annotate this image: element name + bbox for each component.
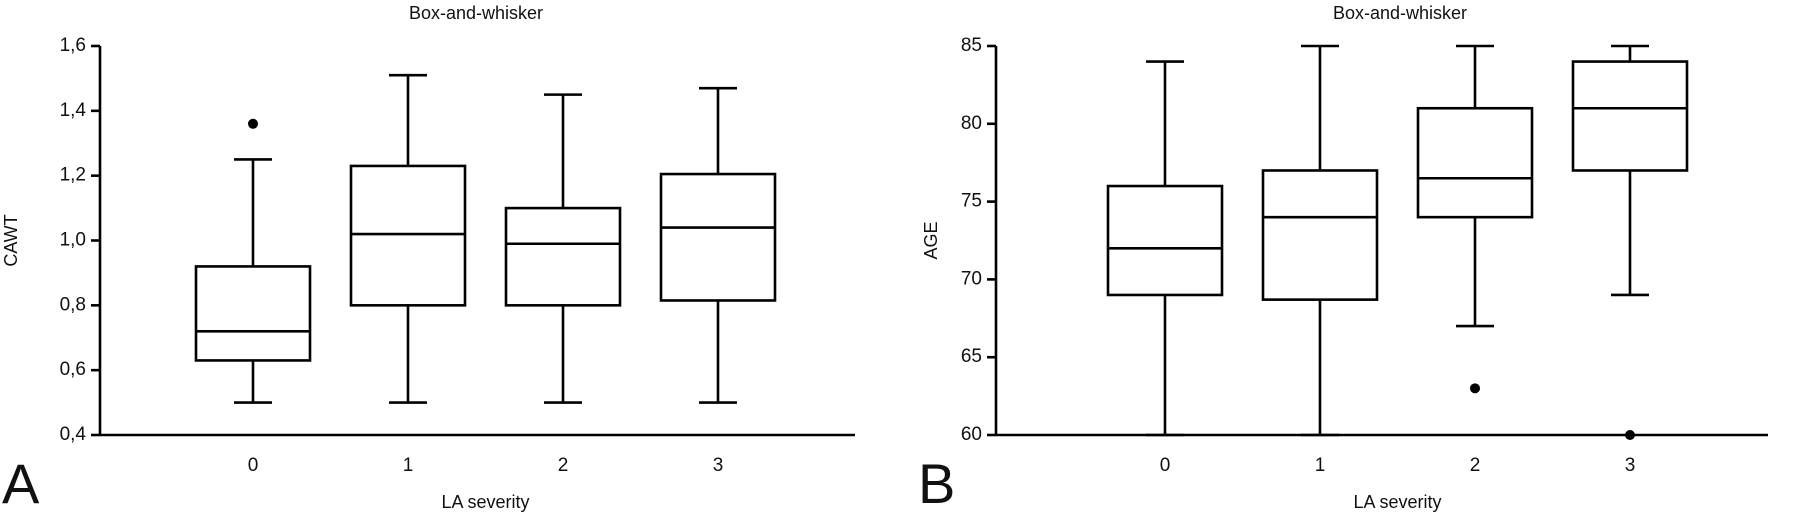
box bbox=[1106, 184, 1224, 297]
box bbox=[194, 265, 312, 362]
box bbox=[659, 172, 777, 302]
x-tick-label: 3 bbox=[1625, 455, 1636, 476]
x-tick-label: 1 bbox=[1315, 455, 1326, 476]
outlier bbox=[1470, 383, 1480, 394]
panel-label: B bbox=[918, 452, 955, 515]
y-tick-label: 1,0 bbox=[60, 230, 86, 251]
y-tick-label: 1,2 bbox=[60, 165, 86, 186]
box bbox=[349, 164, 467, 307]
y-tick-label: 60 bbox=[961, 424, 982, 445]
y-axis-title: CAWT bbox=[1, 214, 21, 266]
y-tick-label: 0,6 bbox=[60, 359, 86, 380]
chart-title: Box-and-whisker bbox=[409, 3, 543, 23]
y-tick-label: 0,4 bbox=[60, 424, 87, 445]
x-tick-label: 2 bbox=[1470, 455, 1481, 476]
x-tick-label: 2 bbox=[558, 455, 569, 476]
box bbox=[504, 206, 622, 307]
x-tick-label: 0 bbox=[248, 455, 259, 476]
y-tick-label: 1,4 bbox=[60, 100, 87, 121]
outlier bbox=[1625, 430, 1635, 440]
box bbox=[1261, 169, 1379, 301]
y-axis-title: AGE bbox=[921, 221, 941, 259]
x-axis-title: LA severity bbox=[1353, 492, 1441, 512]
x-tick-label: 0 bbox=[1160, 455, 1171, 476]
y-tick-label: 70 bbox=[961, 268, 982, 289]
y-tick-label: 80 bbox=[961, 113, 982, 134]
y-tick-label: 65 bbox=[961, 346, 982, 367]
y-tick-label: 75 bbox=[961, 191, 982, 212]
box bbox=[1571, 60, 1689, 172]
chart-title: Box-and-whisker bbox=[1333, 3, 1467, 23]
x-tick-label: 3 bbox=[713, 455, 724, 476]
outlier bbox=[248, 118, 258, 129]
y-tick-label: 0,8 bbox=[60, 294, 86, 315]
x-axis-title: LA severity bbox=[441, 492, 529, 512]
y-tick-label: 85 bbox=[961, 35, 982, 56]
y-tick-label: 1,6 bbox=[60, 35, 86, 56]
panel-label: A bbox=[2, 452, 40, 515]
x-tick-label: 1 bbox=[403, 455, 414, 476]
box bbox=[1416, 106, 1534, 219]
